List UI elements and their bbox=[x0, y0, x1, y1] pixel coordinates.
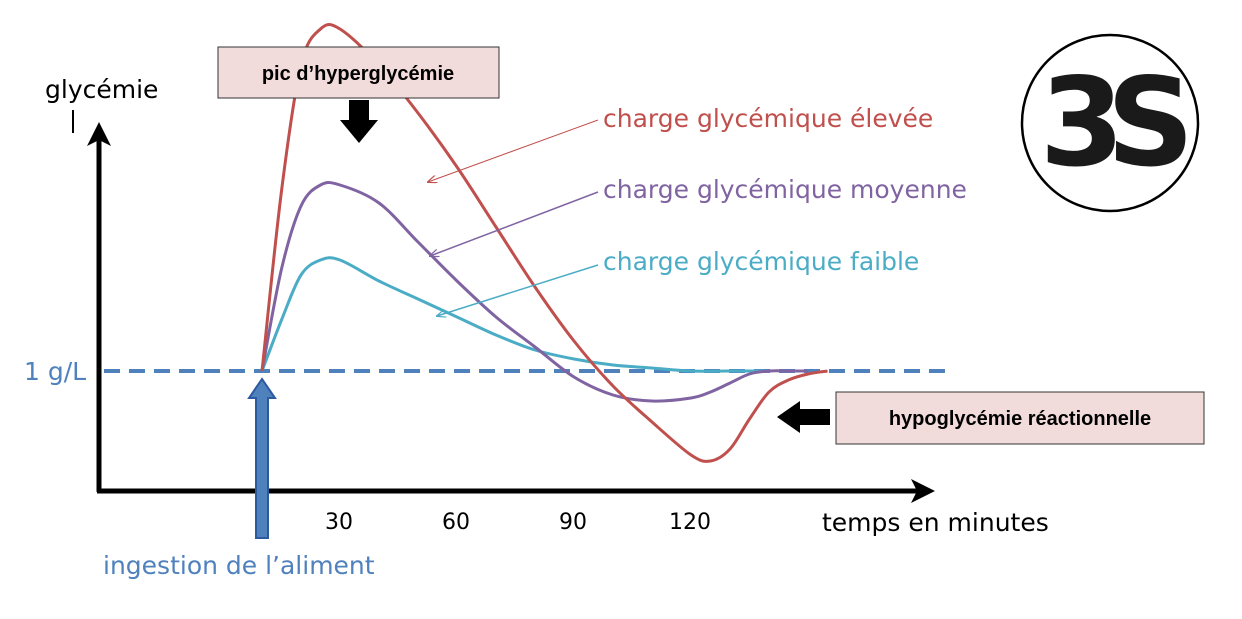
series-group bbox=[260, 23, 828, 463]
x-tick-label: 60 bbox=[442, 510, 470, 535]
hypo-annotation: hypoglycémie réactionnelle bbox=[777, 391, 1205, 445]
x-axis-label: temps en minutes bbox=[822, 508, 1049, 537]
x-tick-labels: 30 60 90 120 bbox=[325, 510, 711, 535]
peak-annotation-box bbox=[217, 46, 500, 99]
x-axis-arrowhead bbox=[911, 479, 935, 503]
logo: 3S bbox=[1020, 33, 1204, 213]
x-tick-label: 30 bbox=[325, 510, 353, 535]
y-axis-arrowhead bbox=[87, 122, 111, 146]
series-label-low: charge glycémique faible bbox=[603, 247, 919, 276]
series-label-high: charge glycémique élevée bbox=[603, 104, 933, 133]
pointer-high bbox=[428, 119, 599, 182]
series-line-medium bbox=[260, 181, 808, 403]
ingestion-arrow bbox=[247, 377, 277, 539]
hypo-annotation-text: hypoglycémie réactionnelle bbox=[889, 408, 1151, 430]
peak-annotation: pic d’hyperglycémie bbox=[217, 46, 500, 143]
hypo-arrow bbox=[777, 401, 830, 433]
series-line-low bbox=[260, 256, 769, 373]
axes bbox=[87, 122, 935, 503]
peak-arrow bbox=[340, 100, 378, 143]
series-line-high bbox=[260, 23, 828, 463]
pointer-low bbox=[437, 264, 599, 316]
logo-text: 3S bbox=[1040, 52, 1186, 194]
ingestion-label: ingestion de l’aliment bbox=[103, 551, 375, 580]
y-axis-label: glycémie bbox=[45, 75, 158, 104]
x-tick-label: 90 bbox=[559, 510, 587, 535]
x-tick-label: 120 bbox=[669, 510, 711, 535]
peak-annotation-text: pic d’hyperglycémie bbox=[262, 63, 454, 85]
hypo-annotation-box bbox=[835, 391, 1205, 445]
baseline-label: 1 g/L bbox=[24, 357, 86, 386]
series-labels: charge glycémique élevée charge glycémiq… bbox=[428, 104, 967, 316]
logo-circle bbox=[1020, 33, 1200, 213]
series-label-medium: charge glycémique moyenne bbox=[603, 175, 967, 204]
pointer-medium bbox=[430, 191, 599, 256]
